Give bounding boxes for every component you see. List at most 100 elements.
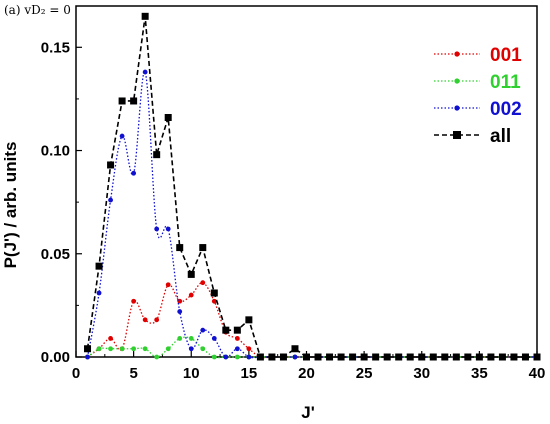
data-point-001 (211, 298, 217, 304)
x-tick-label: 40 (529, 365, 546, 382)
y-tick-label: 0.10 (41, 143, 70, 160)
data-point-all (314, 353, 322, 361)
data-point-all (475, 353, 483, 361)
data-point-all (130, 97, 138, 105)
data-point-all (360, 353, 368, 361)
data-point-011 (200, 346, 206, 352)
data-point-001 (154, 317, 160, 323)
x-tick-label: 10 (183, 365, 200, 382)
x-tick-label: 5 (129, 365, 137, 382)
data-point-002 (96, 290, 102, 296)
data-point-001 (200, 280, 206, 286)
data-point-all (95, 262, 103, 270)
data-point-all (383, 353, 391, 361)
data-point-002 (108, 197, 113, 203)
panel-label: (a) vD₂ = 0 (4, 3, 71, 17)
data-point-all (452, 353, 460, 361)
y-tick-label: 0.15 (41, 39, 70, 56)
data-point-002 (165, 226, 171, 232)
data-point-001 (188, 292, 194, 298)
data-point-011 (234, 354, 240, 360)
data-point-all (187, 270, 195, 278)
data-point-001 (246, 346, 252, 352)
data-point-011 (119, 346, 125, 352)
data-point-all (199, 244, 207, 252)
y-tick-label: 0.00 (41, 349, 70, 366)
data-point-all (118, 97, 126, 105)
data-point-all (107, 161, 115, 169)
series-line-002 (86, 71, 537, 359)
data-point-001 (234, 336, 240, 341)
legend-item-all: all (434, 126, 511, 147)
data-point-002 (85, 354, 90, 360)
data-point-all (84, 345, 92, 353)
data-point-all (245, 316, 253, 324)
legend-marker (453, 131, 461, 139)
data-point-002 (142, 69, 148, 75)
data-point-all (337, 353, 345, 361)
data-point-all (510, 353, 518, 361)
legend-marker (454, 51, 460, 57)
data-point-002 (119, 133, 125, 139)
data-point-011 (177, 336, 183, 341)
data-point-all (279, 353, 287, 361)
data-point-011 (131, 346, 137, 352)
data-point-002 (223, 354, 229, 360)
data-point-all (418, 353, 426, 361)
data-point-001 (165, 282, 171, 288)
data-point-all (326, 353, 334, 361)
legend-item-001: 001 (434, 45, 522, 66)
series-all (84, 12, 541, 361)
series-001 (85, 280, 540, 360)
data-point-002 (234, 346, 240, 352)
data-point-011 (108, 346, 113, 352)
y-tick-label: 0.05 (41, 246, 70, 263)
data-point-all (406, 353, 414, 361)
data-point-all (429, 353, 437, 361)
data-point-011 (96, 346, 102, 352)
x-tick-label: 20 (298, 365, 315, 382)
data-point-all (176, 244, 184, 252)
data-point-all (303, 353, 310, 361)
data-point-011 (188, 336, 194, 341)
data-point-all (233, 326, 241, 334)
legend-label: all (490, 126, 511, 147)
data-point-all (533, 353, 541, 361)
data-point-all (153, 151, 161, 159)
data-point-all (487, 353, 495, 361)
data-point-001 (108, 336, 113, 341)
data-point-002 (246, 354, 252, 360)
series-line-011 (87, 336, 537, 359)
x-axis-label: J' (301, 403, 315, 422)
legend-item-011: 011 (434, 72, 521, 93)
data-point-all (372, 353, 380, 361)
data-point-all (164, 113, 172, 121)
data-point-001 (142, 317, 148, 323)
plot-frame (75, 5, 538, 358)
data-point-002 (177, 309, 183, 314)
legend-marker (454, 78, 460, 84)
data-point-all (395, 353, 403, 361)
legend-label: 011 (490, 72, 521, 93)
legend-item-002: 002 (434, 99, 522, 120)
data-point-all (349, 353, 357, 361)
data-point-002 (188, 346, 194, 352)
data-point-all (464, 353, 472, 361)
data-point-all (441, 353, 449, 361)
data-point-all (268, 353, 276, 361)
x-tick-label: 15 (241, 365, 258, 382)
data-point-all (291, 345, 299, 353)
data-point-all (521, 353, 529, 361)
data-point-011 (154, 354, 160, 360)
data-point-011 (165, 346, 171, 352)
data-point-all (222, 326, 230, 334)
legend-marker (454, 105, 460, 111)
data-point-001 (131, 298, 137, 304)
data-point-all (256, 353, 264, 361)
data-point-011 (142, 346, 148, 352)
x-tick-label: 0 (72, 365, 80, 382)
data-point-all (141, 12, 149, 20)
legend-label: 001 (490, 45, 522, 66)
data-point-002 (211, 336, 217, 341)
